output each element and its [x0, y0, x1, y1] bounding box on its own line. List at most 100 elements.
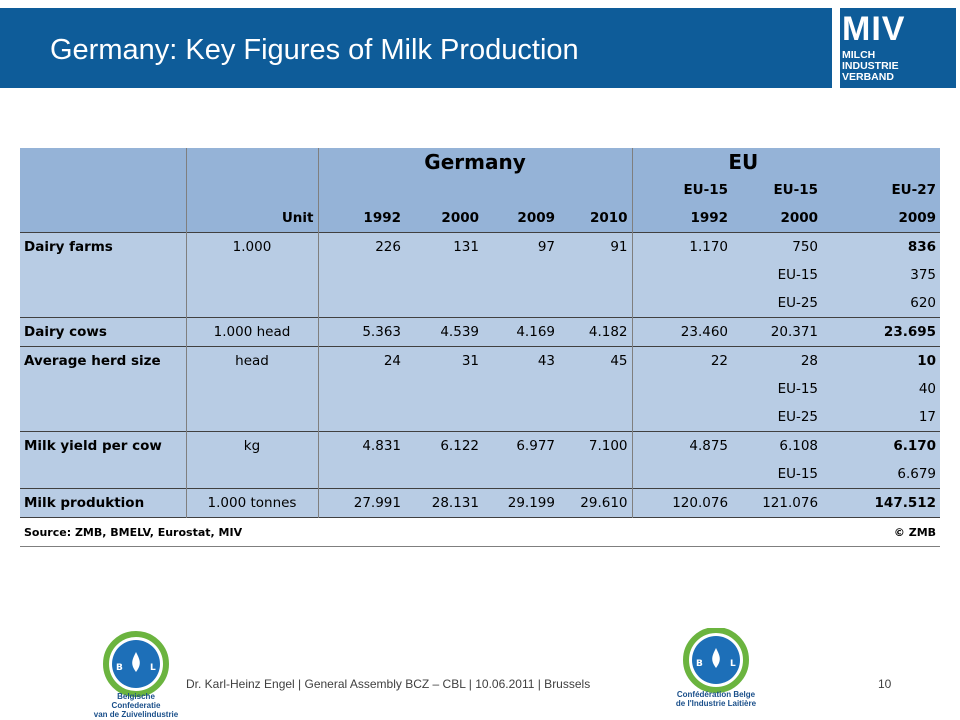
- extra-tag: EU-25: [732, 289, 823, 318]
- bcz-emblem-icon: B L: [103, 631, 169, 697]
- cell: 4.539: [405, 317, 483, 347]
- column-header: 2010: [559, 204, 633, 233]
- cell: 120.076: [631, 488, 733, 518]
- row-unit: 1.000 tonnes: [185, 488, 318, 518]
- row-unit: kg: [185, 431, 318, 460]
- sub-header: EU-15: [732, 176, 823, 204]
- cell: 28: [732, 346, 823, 375]
- logo-caption-line: van de Zuivelindustrie: [93, 710, 179, 719]
- cell: 1.170: [631, 232, 733, 261]
- cell: 6.122: [405, 431, 483, 460]
- cell: 29.199: [483, 488, 559, 518]
- svg-text:B: B: [696, 659, 703, 669]
- cbl-logo-right: B L Confédération Belge de l'Industrie L…: [672, 627, 760, 720]
- row-label: Milk yield per cow: [20, 431, 186, 460]
- cell: 4.831: [317, 431, 405, 460]
- footer-text: Dr. Karl-Heinz Engel | General Assembly …: [186, 677, 591, 691]
- logo-caption-line: Belgische Confederatie: [111, 692, 161, 710]
- row-label: Dairy cows: [20, 317, 186, 347]
- cell: 23.695: [822, 317, 941, 347]
- cell: 28.131: [405, 488, 483, 518]
- row-label: Average herd size: [20, 346, 186, 375]
- cell: 23.460: [631, 317, 733, 347]
- table-row-extra: EU-15 6.679: [20, 460, 941, 489]
- extra-value: 17: [822, 403, 941, 432]
- column-header: 1992: [631, 204, 733, 233]
- extra-tag: EU-15: [732, 460, 823, 489]
- table-row-extra: EU-25 17: [20, 403, 941, 432]
- cell: 4.182: [559, 317, 633, 347]
- logo-line: MILCH: [842, 49, 876, 61]
- table-row: Average herd size head 24 31 43 45 22 28…: [20, 346, 941, 375]
- svg-text:L: L: [150, 663, 156, 673]
- row-label: Dairy farms: [20, 232, 186, 261]
- cell: 91: [559, 232, 633, 261]
- extra-tag: EU-15: [732, 261, 823, 289]
- miv-logo: MIV MILCH INDUSTRIE VERBAND: [836, 8, 956, 88]
- table-row: Milk yield per cow kg 4.831 6.122 6.977 …: [20, 431, 941, 460]
- column-header: 2009: [483, 204, 559, 233]
- cell: 4.169: [483, 317, 559, 347]
- cell: 20.371: [732, 317, 823, 347]
- extra-value: 6.679: [822, 460, 941, 489]
- logo-line: INDUSTRIE: [842, 60, 899, 72]
- eu-header: EU: [631, 148, 941, 176]
- row-unit: 1.000: [185, 232, 318, 261]
- milk-figures-table: Germany EU EU-15 EU-15 EU-27 Unit 1992 2…: [20, 148, 941, 547]
- cell: 750: [732, 232, 823, 261]
- table-row: Dairy farms 1.000 226 131 97 91 1.170 75…: [20, 232, 941, 261]
- logo-main-text: MIV: [842, 10, 906, 48]
- cell: 836: [822, 232, 941, 261]
- sub-header: EU-15: [631, 176, 733, 204]
- cell: 226: [317, 232, 405, 261]
- extra-value: 620: [822, 289, 941, 318]
- cell: 4.875: [631, 431, 733, 460]
- logo-right-caption: Confédération Belge de l'Industrie Laiti…: [672, 690, 760, 708]
- sub-header-row: EU-15 EU-15 EU-27: [20, 176, 941, 204]
- sub-header: EU-27: [822, 176, 941, 204]
- group-header-row: Germany EU: [20, 148, 941, 176]
- page-number: 10: [878, 677, 892, 691]
- cell: 6.108: [732, 431, 823, 460]
- column-header: 2000: [732, 204, 823, 233]
- logo-left-caption: Belgische Confederatie van de Zuivelindu…: [92, 692, 180, 719]
- logo-caption-line: de l'Industrie Laitière: [675, 699, 757, 708]
- cell: 31: [405, 346, 483, 375]
- cell: 6.170: [822, 431, 941, 460]
- column-header-row: Unit 1992 2000 2009 2010 1992 2000 2009: [20, 204, 941, 233]
- cell: 97: [483, 232, 559, 261]
- row-label: Milk produktion: [20, 488, 186, 518]
- germany-header: Germany: [317, 148, 633, 176]
- logo-sub-text: MILCH INDUSTRIE VERBAND: [842, 50, 899, 83]
- column-header: 2009: [822, 204, 941, 233]
- column-header: Unit: [185, 204, 318, 233]
- page-title: Germany: Key Figures of Milk Production: [50, 34, 579, 66]
- svg-text:L: L: [730, 659, 736, 669]
- cell: 29.610: [559, 488, 633, 518]
- logo-caption-line: Confédération Belge: [676, 690, 756, 699]
- table-row-extra: EU-25 620: [20, 289, 941, 318]
- table-row-extra: EU-15 40: [20, 375, 941, 403]
- cell: 5.363: [317, 317, 405, 347]
- cell: 43: [483, 346, 559, 375]
- cell: 27.991: [317, 488, 405, 518]
- cell: 24: [317, 346, 405, 375]
- cell: 121.076: [732, 488, 823, 518]
- cell: 45: [559, 346, 633, 375]
- row-unit: head: [185, 346, 318, 375]
- table-row: Milk produktion 1.000 tonnes 27.991 28.1…: [20, 488, 941, 518]
- cell: 6.977: [483, 431, 559, 460]
- extra-value: 375: [822, 261, 941, 289]
- source-text: Source: ZMB, BMELV, Eurostat, MIV: [20, 517, 733, 547]
- cell: 7.100: [559, 431, 633, 460]
- extra-tag: EU-15: [732, 375, 823, 403]
- logo-line: VERBAND: [842, 71, 894, 83]
- logo-stripe: [836, 8, 840, 88]
- table-row-extra: EU-15 375: [20, 261, 941, 289]
- extra-tag: EU-25: [732, 403, 823, 432]
- svg-text:B: B: [116, 663, 123, 673]
- table-row: Dairy cows 1.000 head 5.363 4.539 4.169 …: [20, 317, 941, 347]
- copyright-text: © ZMB: [822, 517, 941, 547]
- cell: 131: [405, 232, 483, 261]
- column-header: 2000: [405, 204, 483, 233]
